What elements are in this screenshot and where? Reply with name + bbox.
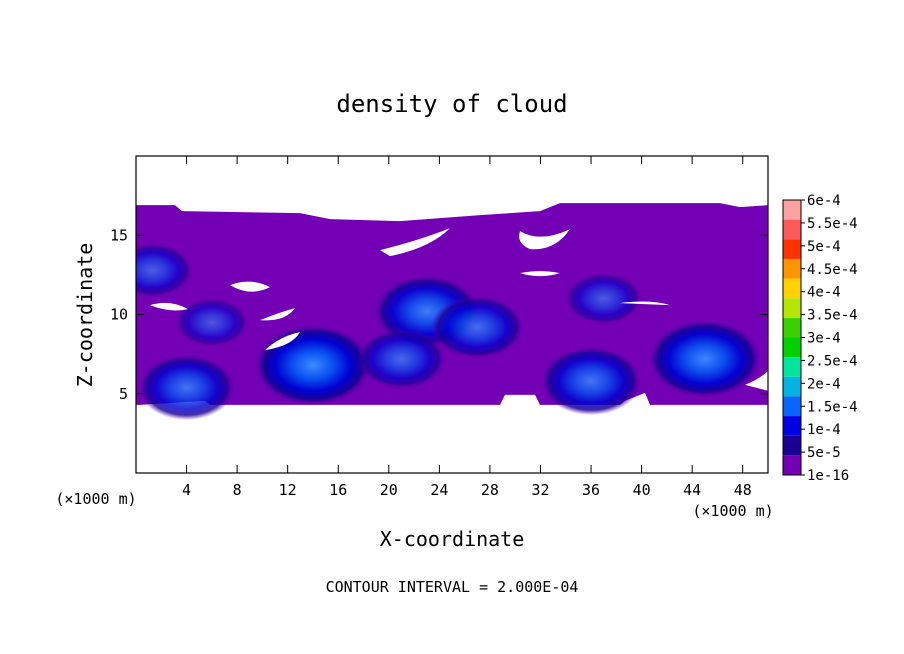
cloud-core-9: [565, 273, 642, 324]
cloud-core-8: [175, 298, 248, 347]
clear-gap-6: [150, 302, 188, 311]
colorbar-swatch: [783, 258, 801, 279]
cloud-core-6: [648, 320, 761, 398]
clear-gap-4: [230, 281, 270, 292]
clear-gap-3: [380, 228, 450, 257]
colorbar-swatch: [783, 455, 801, 475]
colorbar-label: 4e-4: [807, 285, 841, 301]
colorbar: 1e-16 5e-5 1e-4 1.5e-4 2e-4 2.5e-4 3e-4 3.5e-4 4…: [782, 193, 858, 484]
x-axis: 4 8 12 16 20 24 28 32 36 40 44 48: [182, 156, 752, 499]
x-tick-label: 28: [481, 481, 499, 499]
x-tick-label: 48: [734, 481, 752, 499]
clear-gap-2: [519, 229, 570, 250]
y-axis-title: Z-coordinate: [73, 243, 97, 388]
colorbar-swatch: [783, 435, 801, 456]
x-tick-label: 36: [582, 481, 600, 499]
colorbar-swatch: [783, 396, 801, 417]
colorbar-label: 1e-4: [807, 422, 841, 438]
y-tick-label: 5: [119, 385, 128, 403]
x-tick-label: 16: [329, 481, 347, 499]
colorbar-label: 3.5e-4: [807, 308, 858, 324]
colorbar-swatch: [783, 317, 801, 338]
x-axis-title: X-coordinate: [380, 527, 525, 551]
x-unit-label: (×1000 m): [55, 490, 136, 508]
x-tick-label: 40: [633, 481, 651, 499]
y-tick-label: 15: [110, 226, 128, 244]
clear-gap-10: [745, 370, 768, 391]
plot-area: [136, 203, 768, 421]
colorbar-label: 5e-5: [807, 445, 841, 461]
cloud-core-5: [541, 346, 642, 416]
colorbar-swatch: [783, 416, 801, 436]
clear-gap-8: [620, 301, 670, 306]
colorbar-label: 2.5e-4: [807, 353, 858, 369]
colorbar-label: 6e-4: [807, 193, 841, 209]
x-tick-label: 12: [279, 481, 297, 499]
cloud-cores: [136, 243, 761, 421]
x-tick-label: 44: [683, 481, 701, 499]
x-tick-label: 20: [380, 481, 398, 499]
clear-gap-0: [200, 203, 220, 210]
colorbar-swatch: [783, 219, 801, 240]
x-tick-label: 32: [531, 481, 549, 499]
colorbar-label: 5e-4: [807, 239, 841, 255]
clear-air-gaps: [150, 203, 768, 391]
cloud-core-4: [357, 329, 446, 389]
colorbar-label: 2e-4: [807, 376, 841, 392]
x-unit-label-right: (×1000 m): [692, 502, 773, 520]
colorbar-label: 4.5e-4: [807, 262, 858, 278]
x-tick-label: 24: [430, 481, 448, 499]
clear-gap-5: [260, 308, 295, 321]
cloud-core-7: [136, 243, 193, 297]
cloud-core-3: [431, 295, 524, 359]
cloud-core-1: [254, 325, 371, 406]
colorbar-label: 1e-16: [807, 468, 849, 484]
y-axis: 5 10 15: [110, 226, 768, 403]
colorbar-swatch: [783, 200, 801, 220]
colorbar-label: 1.5e-4: [807, 399, 858, 415]
colorbar-swatch: [783, 376, 801, 397]
y-tick-label: 10: [110, 306, 128, 324]
colorbar-swatch: [783, 337, 801, 358]
chart-title: density of cloud: [336, 90, 567, 118]
colorbar-label: 5.5e-4: [807, 216, 858, 232]
colorbar-swatch: [783, 278, 801, 299]
x-tick-label: 8: [233, 481, 242, 499]
clear-gap-9: [520, 271, 560, 277]
clear-gap-7: [265, 332, 300, 351]
colorbar-swatch: [783, 357, 801, 377]
colorbar-swatch: [783, 239, 801, 259]
x-tick-label: 4: [182, 481, 191, 499]
contour-interval-note: CONTOUR INTERVAL = 2.000E-04: [326, 578, 579, 596]
clear-gap-1: [300, 205, 420, 213]
colorbar-label: 3e-4: [807, 331, 841, 347]
cloud-core-0: [138, 354, 235, 421]
colorbar-swatch: [783, 298, 801, 318]
